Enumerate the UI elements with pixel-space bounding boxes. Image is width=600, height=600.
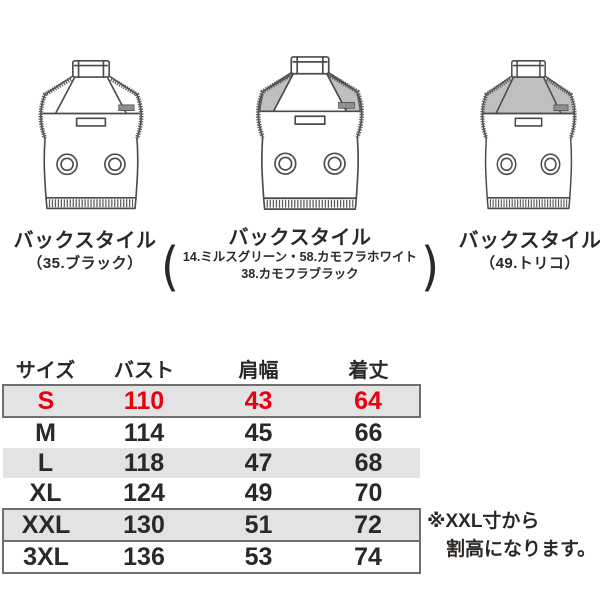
cell-S-length: 64: [317, 384, 421, 418]
cell-L-shoulder: 47: [200, 448, 317, 478]
cell-S-shoulder: 43: [200, 384, 317, 418]
caption-back-style-2: バックスタイル: [228, 227, 372, 249]
cell-XXL-shoulder: 51: [200, 508, 317, 542]
caption-color-1: （35.ブラック）: [27, 255, 143, 272]
cell-3XL-shoulder: 53: [200, 540, 317, 574]
vest-figure-camo: [241, 52, 379, 223]
cell-XL-shoulder: 49: [244, 479, 273, 507]
price-note-line1: ※XXL寸から: [427, 511, 540, 532]
cell-3XL-length: 74: [317, 540, 421, 574]
table-row-L: L 118 47 68: [3, 448, 420, 478]
caption-color-2: ( 14.ミルスグリーン・58.カモフラホワイト 38.カモフラブラック ): [145, 240, 455, 293]
vest-figure-black: [24, 56, 158, 222]
cell-M-shoulder: 45: [244, 419, 273, 447]
vest-figure-torico: [467, 56, 590, 222]
table-row-S: S 110 43 64: [2, 384, 421, 418]
cell-M-size: M: [35, 419, 56, 447]
cell-S-size: S: [2, 384, 88, 418]
cell-3XL-bust: 136: [88, 540, 200, 574]
price-note-line2: 割高になります。: [446, 539, 597, 560]
cell-L-size: L: [3, 448, 88, 478]
table-row-M: M 114 45 66: [3, 417, 420, 448]
cell-L-length: 68: [317, 448, 420, 478]
cell-XXL-bust: 130: [88, 508, 200, 542]
table-row-3XL: 3XL 136 53 74: [2, 540, 421, 574]
cell-XXL-length: 72: [317, 508, 421, 542]
cell-XL-bust: 124: [123, 479, 165, 507]
cell-XXL-size: XXL: [2, 508, 88, 542]
close-paren: ): [421, 234, 440, 298]
cell-S-bust: 110: [88, 384, 200, 418]
column-header-1: バスト: [114, 359, 174, 382]
vest-back-illustration: [480, 59, 577, 210]
column-header-0: サイズ: [15, 359, 76, 382]
cell-3XL-size: 3XL: [2, 540, 88, 574]
size-spec-table: サイズ バスト 肩幅 着丈 S 110 43 64 M 114 45 66 L 118 47 68 XL 124…: [2, 352, 421, 574]
cell-XL-length: 70: [354, 479, 383, 507]
cell-M-length: 66: [354, 419, 383, 447]
size-table-header-row: サイズ バスト 肩幅 着丈: [3, 352, 420, 385]
cell-XL-size: XL: [29, 479, 62, 507]
price-note: ※XXL寸から 割高になります。: [427, 508, 596, 564]
table-row-XL: XL 124 49 70: [3, 478, 420, 509]
table-row-XXL: XXL 130 51 72: [2, 508, 421, 542]
caption-color-2-line2: 38.カモフラブラック: [241, 267, 359, 281]
column-header-3: 着丈: [348, 359, 389, 382]
cell-L-bust: 118: [88, 448, 200, 478]
caption-back-style-1: バックスタイル: [13, 230, 157, 252]
caption-color-3: （49.トリコ）: [480, 255, 580, 272]
vest-back-illustration: [38, 59, 144, 210]
cell-M-bust: 114: [123, 419, 165, 447]
column-header-2: 肩幅: [238, 359, 279, 382]
caption-back-style-3: バックスタイル: [458, 230, 600, 252]
open-paren: (: [160, 234, 179, 298]
vest-back-illustration: [255, 56, 365, 210]
caption-color-2-line1: 14.ミルスグリーン・58.カモフラホワイト: [182, 250, 418, 264]
